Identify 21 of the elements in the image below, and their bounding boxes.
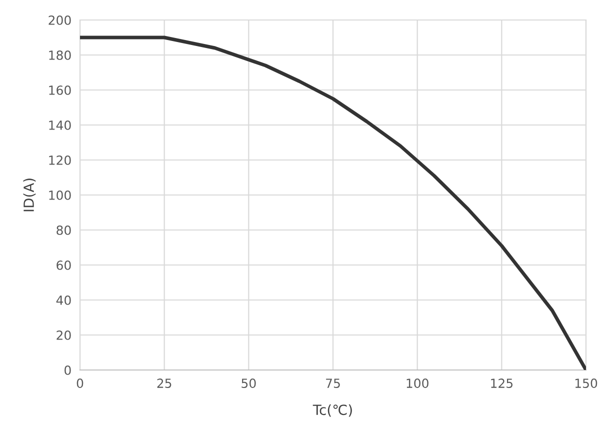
x-tick-label: 75 bbox=[326, 378, 340, 388]
y-tick-label: 100 bbox=[49, 190, 71, 200]
x-tick-label: 100 bbox=[406, 378, 428, 388]
line-series bbox=[80, 36, 586, 370]
y-tick-label: 20 bbox=[56, 330, 71, 340]
x-tick-label: 50 bbox=[242, 378, 256, 388]
y-tick-label: 0 bbox=[64, 365, 71, 375]
y-tick-label: 180 bbox=[49, 50, 71, 60]
x-tick-label: 25 bbox=[157, 378, 172, 388]
y-tick-label: 80 bbox=[56, 225, 71, 235]
y-tick-label: 160 bbox=[49, 85, 71, 95]
x-tick-label: 0 bbox=[76, 378, 84, 388]
y-tick-label: 120 bbox=[49, 155, 71, 165]
x-axis-title: Tc(℃) bbox=[312, 404, 352, 417]
y-tick-label: 140 bbox=[49, 120, 71, 130]
y-tick-label: 60 bbox=[56, 260, 71, 270]
y-axis-title: ID(A) bbox=[23, 178, 36, 212]
x-tick-label: 150 bbox=[575, 378, 598, 388]
y-tick-label: 200 bbox=[48, 15, 71, 25]
x-tick-label: 125 bbox=[491, 378, 513, 388]
y-tick-label: 40 bbox=[56, 295, 71, 305]
